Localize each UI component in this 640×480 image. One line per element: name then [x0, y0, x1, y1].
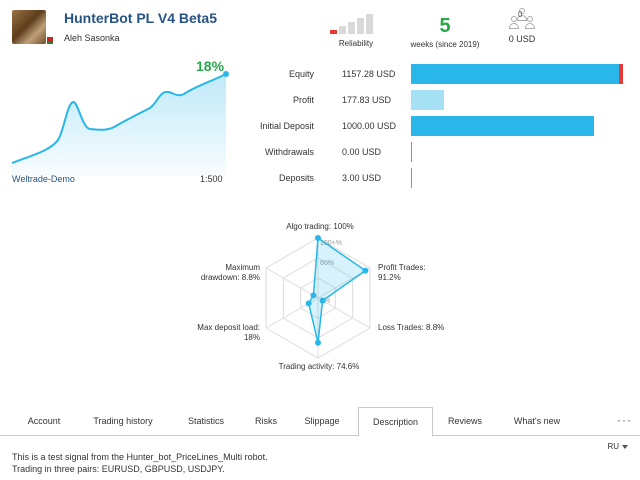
- stat-equity-bar: [411, 64, 623, 84]
- tab-account[interactable]: Account: [27, 416, 61, 426]
- stat-initial-deposit-value: 1000.00 USD: [342, 121, 397, 131]
- reliability-bar: [357, 18, 364, 34]
- radar-point: [315, 235, 321, 241]
- signal-description: This is a test signal from the Hunter_bo…: [12, 451, 268, 475]
- weeks-value: 5: [439, 15, 451, 37]
- radar-section: 100+%60%0% Algo trading: 100% Profit Tra…: [0, 210, 640, 406]
- reliability-indicator: Reliability: [326, 14, 386, 48]
- radar-label-loss-trades: Loss Trades: 8.8%: [378, 323, 445, 332]
- reliability-bar: [330, 30, 337, 34]
- radar-spoke: [265, 267, 319, 299]
- stat-withdrawals-value: 0.00 USD: [342, 147, 382, 157]
- stat-initial-deposit-label: Initial Deposit: [259, 121, 314, 131]
- reliability-bar: [339, 26, 346, 34]
- stat-withdrawals-label: Withdrawals: [264, 147, 314, 157]
- radar-label-max-drawdown: Maximum drawdown: 8.8%: [200, 263, 260, 282]
- radar-chart[interactable]: 100+%60%0%: [0, 210, 640, 406]
- reliability-bar: [348, 22, 355, 34]
- radar-point: [310, 292, 317, 299]
- more-tabs-button[interactable]: ···: [617, 413, 632, 427]
- tab-description[interactable]: Description: [358, 407, 433, 437]
- stat-profit-label: Profit: [292, 95, 314, 105]
- signal-header: HunterBot PL V4 Beta5 Aleh Sasonka Relia…: [0, 0, 640, 56]
- tab-risks[interactable]: Risks: [255, 416, 277, 426]
- country-flag-icon: [46, 36, 54, 45]
- growth-percent: 18%: [196, 58, 225, 74]
- radar-spoke: [317, 297, 371, 329]
- stat-initial-deposit-bar: [411, 116, 594, 136]
- language-label: RU: [607, 442, 619, 451]
- radar-point: [362, 267, 369, 274]
- radar-point: [315, 339, 321, 346]
- language-select[interactable]: RU: [607, 442, 628, 451]
- tab-trading-history[interactable]: Trading history: [93, 416, 153, 426]
- radar-label-trading-activity: Trading activity: 74.6%: [278, 362, 360, 371]
- growth-line: [11, 73, 227, 164]
- stat-profit-value: 177.83 USD: [342, 95, 392, 105]
- broker-link[interactable]: Weltrade-Demo: [12, 174, 75, 184]
- growth-chart[interactable]: [0, 56, 240, 190]
- radar-label-profit-trades: Profit Trades: 91.2%: [378, 263, 426, 282]
- subscription-price: 0 USD: [508, 34, 536, 44]
- leverage-value: 1:500: [200, 174, 223, 184]
- stat-deposits-bar: [411, 168, 412, 188]
- stat-profit-bar: [411, 90, 444, 110]
- stat-deposits-label: Deposits: [278, 173, 314, 183]
- radar-label-max-deposit-load: Max deposit load: 18%: [197, 323, 260, 342]
- tab-reviews[interactable]: Reviews: [447, 416, 482, 426]
- signal-title[interactable]: HunterBot PL V4 Beta5: [64, 10, 217, 26]
- tab-slippage[interactable]: Slippage: [304, 416, 340, 426]
- description-line: This is a test signal from the Hunter_bo…: [12, 452, 268, 462]
- author-name[interactable]: Aleh Sasonka: [64, 33, 120, 43]
- tab-statistics[interactable]: Statistics: [187, 416, 224, 426]
- radar-label-algo-trading: Algo trading: 100%: [286, 222, 354, 231]
- weeks-label: weeks (since 2019): [410, 40, 480, 49]
- radar-point: [305, 300, 312, 307]
- radar-scale-label: 100+%: [320, 240, 342, 247]
- radar-point: [319, 297, 326, 304]
- stat-withdrawals-bar: [411, 142, 412, 162]
- equity-loss-marker: [619, 64, 623, 84]
- tab-bar: Account Trading history Statistics Risks…: [0, 407, 640, 437]
- stat-deposits-value: 3.00 USD: [342, 173, 382, 183]
- reliability-bar: [366, 14, 373, 34]
- chevron-down-icon: [622, 444, 628, 449]
- subscribers-block: 0 0 USD: [500, 8, 544, 44]
- reliability-bars: [330, 14, 382, 34]
- subscribers-count: 0: [518, 10, 523, 19]
- stat-equity-value: 1157.28 USD: [342, 69, 396, 79]
- stat-equity-label: Equity: [288, 69, 314, 79]
- weeks-counter: 5 weeks (since 2019): [400, 16, 490, 49]
- author-avatar[interactable]: [12, 10, 46, 44]
- tab-whats-new[interactable]: What's new: [513, 416, 561, 426]
- growth-endpoint: [223, 71, 229, 77]
- subscribers-icon: 0: [509, 8, 535, 30]
- description-line: Trading in three pairs: EURUSD, GBPUSD, …: [12, 464, 225, 474]
- radar-scale-label: 60%: [320, 260, 334, 267]
- reliability-label: Reliability: [338, 39, 374, 48]
